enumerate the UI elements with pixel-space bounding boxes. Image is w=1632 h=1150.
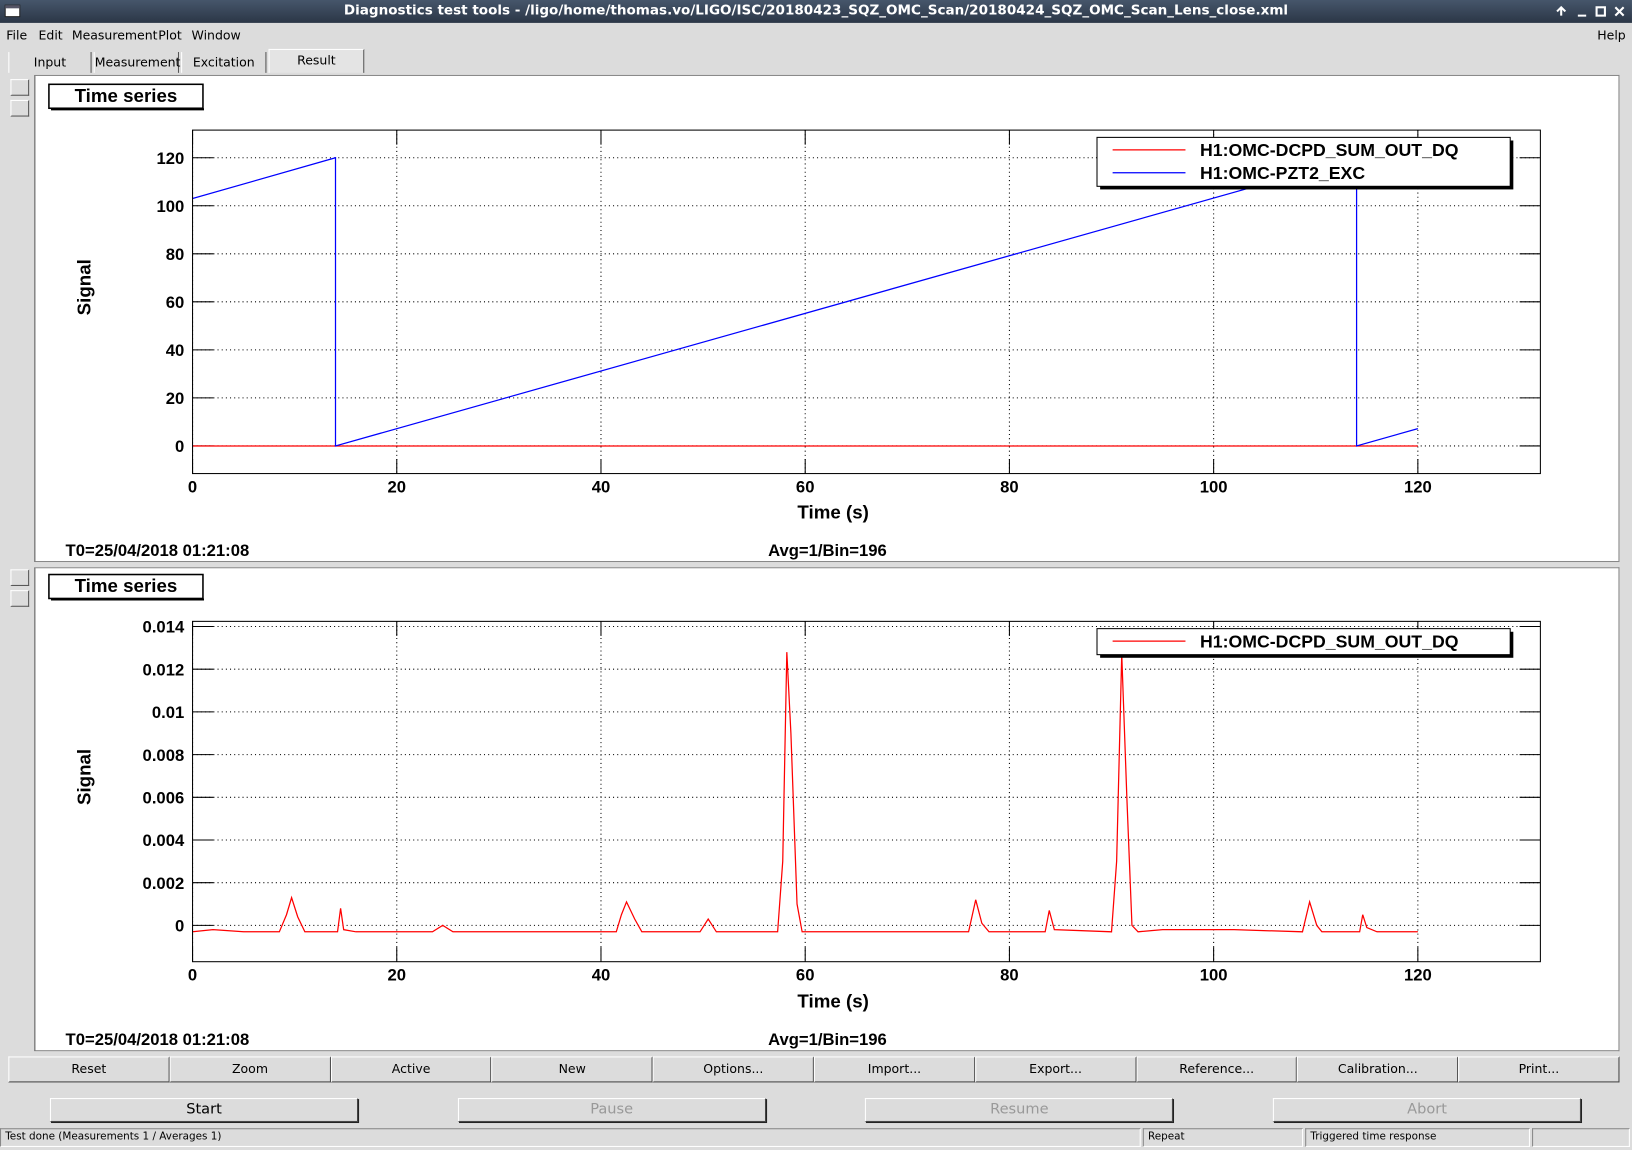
chart: Time series 0 20 40 60 80 100 120 0 0.002 0.004 0.0… [48,573,1541,1049]
toolbar-button[interactable]: Options... [652,1056,814,1083]
menu-item[interactable]: Edit [38,28,63,43]
footer-note: T0=25/04/2018 01:21:08 [66,1030,250,1049]
panel-title: Time series [75,575,178,596]
x-tick-label: 100 [1200,965,1228,984]
legend-label: H1:OMC-DCPD_SUM_OUT_DQ [1200,631,1459,651]
menu-item[interactable]: File [6,28,28,43]
status-field [1532,1128,1630,1147]
x-tick-label: 80 [1000,965,1019,984]
menu-bar: File Edit Measurement Plot Window Help [0,23,1632,48]
footer-note: Avg=1/Bin=196 [768,541,887,560]
control-button: Resume [865,1098,1174,1122]
x-tick-label: 20 [388,965,407,984]
title-bar: Diagnostics test tools - /ligo/home/thom… [0,0,1632,23]
y-tick-label: 0.01 [152,703,184,722]
y-tick-label: 0 [175,917,184,936]
x-tick-label: 40 [592,965,611,984]
toolbar-button[interactable]: Print... [1458,1056,1620,1083]
status-field: Repeat [1142,1128,1304,1147]
menu-item[interactable]: Plot [158,28,182,43]
x-tick-label: 20 [388,477,407,496]
status-field: Triggered time response [1305,1128,1530,1147]
panel-arrow-button[interactable] [10,79,30,96]
panel-arrow-button[interactable] [10,99,30,117]
plot-frame [192,620,1541,963]
panel-title: Time series [75,85,178,106]
control-button: Abort [1272,1098,1582,1122]
menu-item[interactable]: Window [191,28,241,43]
x-tick-label: 0 [188,477,197,496]
x-axis-label: Time (s) [797,990,868,1011]
tab[interactable]: Measurement [93,52,180,73]
y-tick-label: 0.002 [143,874,185,893]
x-axis-label: Time (s) [797,501,868,522]
control-button[interactable]: Start [49,1098,359,1122]
y-tick-label: 0.012 [143,660,185,679]
toolbar-button[interactable]: Reference... [1136,1056,1298,1083]
series-line [192,156,1419,447]
x-tick-label: 100 [1200,477,1228,496]
x-tick-label: 120 [1404,477,1432,496]
plot-panel: Time series 0 20 40 60 80 100 120 0 0.002 0.004 0.0… [34,567,1620,1052]
footer-note: T0=25/04/2018 01:21:08 [66,541,250,560]
y-tick-label: 60 [166,293,185,312]
window-icon [4,4,21,18]
tab[interactable]: Excitation [181,52,267,73]
x-tick-label: 60 [796,965,815,984]
toolbar-button[interactable]: Import... [813,1056,976,1083]
y-tick-label: 0.008 [143,746,185,765]
y-axis-label: Signal [74,259,95,315]
legend-label: H1:OMC-DCPD_SUM_OUT_DQ [1200,140,1459,160]
y-tick-label: 100 [156,197,184,216]
menu-item[interactable]: Measurement [71,28,158,43]
y-tick-label: 80 [166,245,185,264]
toolbar-button[interactable]: Active [330,1056,492,1083]
y-tick-label: 0.004 [143,831,185,850]
panel-arrow-button[interactable] [10,590,30,607]
menu-help[interactable]: Help [1597,28,1626,43]
control-button: Pause [457,1098,766,1122]
y-tick-label: 0.014 [143,618,185,637]
window-title: Diagnostics test tools - /ligo/home/thom… [343,3,1289,19]
chart: Time series 0 20 40 60 80 100 120 0 20 40 60 80 100 12… [48,83,1541,560]
x-tick-label: 60 [796,477,815,496]
x-tick-label: 120 [1404,965,1432,984]
legend-label: H1:OMC-PZT2_EXC [1200,163,1365,183]
y-tick-label: 20 [166,389,185,408]
x-tick-label: 80 [1000,477,1019,496]
tab[interactable]: Input [8,52,92,73]
x-tick-label: 40 [592,477,611,496]
status-field: Test done (Measurements 1 / Averages 1) [0,1128,1141,1147]
window-controls[interactable] [1551,3,1630,20]
toolbar-button[interactable]: Export... [975,1056,1137,1083]
toolbar-button[interactable]: New [491,1056,653,1083]
y-tick-label: 0 [175,437,184,456]
toolbar-button[interactable]: Reset [8,1056,170,1083]
y-tick-label: 0.006 [143,789,185,808]
y-axis-label: Signal [74,749,95,805]
plot-panel: Time series 0 20 40 60 80 100 120 0 20 40 60 80 100 12… [34,74,1620,563]
y-tick-label: 40 [166,341,185,360]
toolbar-button[interactable]: Zoom [169,1056,331,1083]
tab[interactable]: Result [268,48,365,73]
footer-note: Avg=1/Bin=196 [768,1030,887,1049]
legend-box [1096,136,1511,187]
x-tick-label: 0 [188,965,197,984]
plot-frame [192,129,1541,475]
y-tick-label: 120 [156,149,184,168]
toolbar-button[interactable]: Calibration... [1297,1056,1459,1083]
series-line [192,652,1418,933]
panel-arrow-button[interactable] [10,569,30,586]
